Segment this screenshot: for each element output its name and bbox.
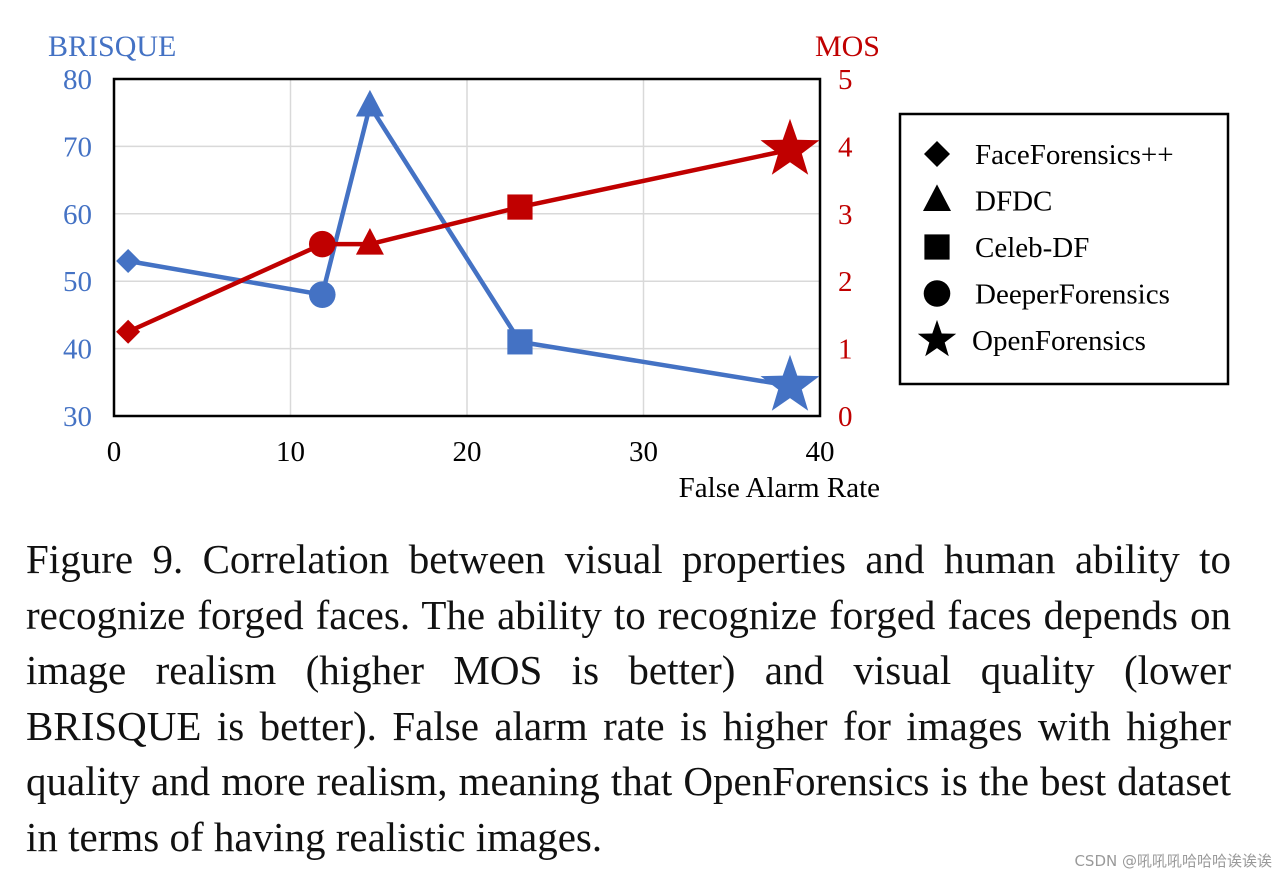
- legend: [898, 112, 1230, 386]
- right-y-tick-label: 4: [838, 131, 853, 163]
- right-y-tick-label: 3: [838, 199, 853, 231]
- brisque-point-faceforensics-: [116, 248, 141, 273]
- mos-point-celeb-df: [507, 194, 533, 220]
- left-y-tick-label: 40: [63, 334, 92, 366]
- left-y-tick-label: 80: [63, 64, 92, 96]
- legend-marker-star: [917, 319, 957, 357]
- left-y-tick-label: 30: [63, 401, 92, 433]
- gridlines: [114, 79, 820, 416]
- x-tick-label: 20: [453, 436, 482, 468]
- x-tick-label: 40: [806, 436, 835, 468]
- legend-label: Celeb-DF: [975, 232, 1089, 264]
- right-y-tick-label: 1: [838, 334, 853, 366]
- left-y-tick-label: 70: [63, 131, 92, 163]
- right-y-tick-label: 2: [838, 266, 853, 298]
- legend-marker-square: [924, 234, 950, 260]
- brisque-point-dfdc: [355, 89, 384, 117]
- dual-axis-line-chart: 0 10 20 30 40 30 40 50 60 70 80 0 1 2 3 4 5 BRISQUE MOS Fal…: [48, 30, 1230, 504]
- x-axis-title: False Alarm Rate: [679, 472, 880, 504]
- mos-point-deeperforensics: [308, 230, 336, 258]
- legend-box: [898, 112, 1230, 386]
- series-brisque: [116, 89, 820, 411]
- figure-caption: Figure 9. Correlation between visual pro…: [26, 536, 1231, 860]
- plot-frame: [112, 77, 822, 418]
- watermark: CSDN @吼吼吼哈哈哈诶诶诶: [1074, 852, 1272, 870]
- x-tick-label: 0: [107, 436, 122, 468]
- left-y-tick-label: 60: [63, 199, 92, 231]
- brisque-point-deeperforensics: [308, 281, 336, 308]
- legend-marker-circle: [923, 280, 951, 307]
- mos-point-openforensics: [760, 118, 820, 175]
- legend-marker-triangle: [923, 184, 951, 211]
- figure: 0 10 20 30 40 30 40 50 60 70 80 0 1 2 3 4 5 BRISQUE MOS Fal…: [48, 30, 1230, 504]
- series-line-mos: [127, 147, 791, 334]
- mos-point-dfdc: [355, 228, 384, 255]
- right-y-tick-label: 0: [838, 401, 853, 433]
- legend-label: DFDC: [975, 186, 1052, 218]
- x-tick-label: 10: [276, 436, 305, 468]
- brisque-point-celeb-df: [507, 329, 533, 355]
- legend-label: FaceForensics++: [975, 139, 1174, 171]
- series-line-brisque: [127, 103, 791, 388]
- brisque-point-openforensics: [760, 354, 820, 411]
- right-axis-title: MOS: [815, 30, 880, 63]
- right-y-tick-label: 5: [838, 64, 853, 96]
- left-y-tick-label: 50: [63, 266, 92, 298]
- legend-label: DeeperForensics: [975, 279, 1170, 311]
- x-tick-label: 30: [629, 436, 658, 468]
- legend-label: OpenForensics: [972, 325, 1146, 357]
- series-mos: [116, 118, 820, 344]
- left-axis-title: BRISQUE: [48, 30, 176, 63]
- legend-marker-diamond: [924, 141, 950, 167]
- mos-point-faceforensics-: [116, 319, 141, 344]
